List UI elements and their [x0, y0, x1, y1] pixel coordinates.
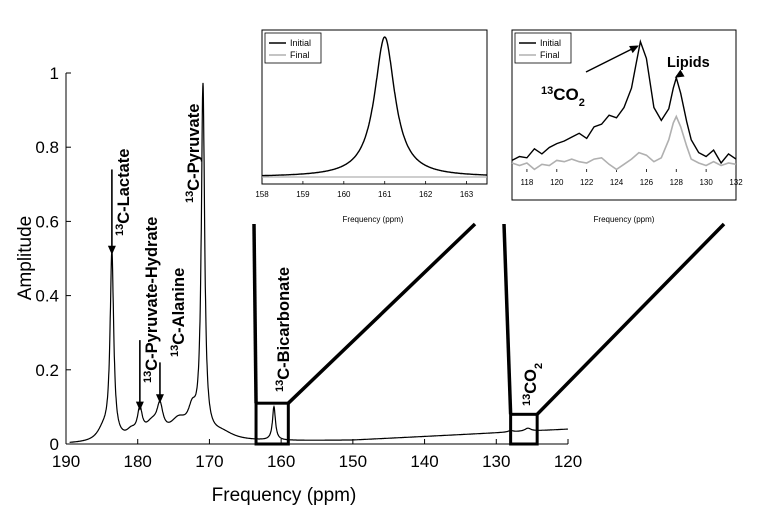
arrow-co2-inset-label-shaft — [585, 47, 634, 73]
inset-co2-arrows — [585, 45, 685, 78]
inset-co2-legend-initial: Initial — [540, 38, 561, 48]
main-x-tick-label: 140 — [410, 452, 438, 471]
main-y-tick-label: 0.2 — [35, 361, 59, 380]
label-lactate: 13C-Lactate — [114, 149, 133, 236]
inset-x-tick-label: 132 — [729, 178, 743, 187]
label-alanine: 13C-Alanine — [169, 268, 188, 357]
inset-bicarbonate-legend: Initial Final — [264, 32, 322, 64]
inset-x-tick-label: 120 — [550, 178, 564, 187]
zoom-connector-co2-left — [502, 223, 513, 415]
arrow-lipids-head — [674, 69, 685, 78]
inset-x-tick-label: 159 — [296, 190, 310, 199]
label-co2: 13CO2 — [521, 363, 545, 406]
main-x-tick-label: 120 — [554, 452, 582, 471]
main-x-tick-label: 190 — [52, 452, 80, 471]
inset-bicarbonate-legend-final: Final — [290, 50, 310, 60]
main-x-label: Frequency (ppm) — [212, 485, 357, 506]
inset-bicarbonate-legend-initial: Initial — [290, 38, 311, 48]
arrow-co2-inset-label-head — [629, 45, 639, 54]
inset-co2: 118 120 122 124 126 128 130 132 Frequency (ppm)… — [511, 29, 743, 224]
inset-co2-x-ticks: 118 120 122 124 126 128 130 132 — [521, 169, 743, 187]
inset-x-tick-label: 162 — [419, 190, 433, 199]
zoom-connector-co2-right — [535, 222, 726, 416]
inset-x-tick-label: 128 — [670, 178, 684, 187]
arrow-alanine-head — [155, 394, 164, 404]
inset-x-tick-label: 160 — [337, 190, 351, 199]
label-bicarbonate: 13C-Bicarbonate — [274, 267, 293, 392]
label-pyruvate: 13C-Pyruvate — [184, 104, 203, 203]
main-y-tick-label: 1 — [50, 64, 59, 83]
label-pyruvate-hydrate: 13C-Pyruvate-Hydrate — [142, 217, 161, 383]
main-x-tick-label: 160 — [267, 452, 295, 471]
inset-bicarbonate-x-ticks: 158 159 160 161 162 163 — [255, 181, 474, 199]
inset-x-tick-label: 158 — [255, 190, 269, 199]
arrow-lactate-head — [107, 245, 116, 255]
main-y-tick-label: 0.8 — [35, 138, 59, 157]
main-y-tick-label: 0 — [50, 435, 59, 454]
main-y-tick-label: 0.4 — [35, 287, 59, 306]
main-x-tick-label: 170 — [195, 452, 223, 471]
main-spectrum-line — [69, 82, 568, 443]
arrow-pyruvate-hydrate-head — [135, 401, 144, 411]
inset-co2-final-line — [511, 114, 737, 171]
inset-co2-label: 13CO2 — [541, 85, 585, 109]
inset-co2-legend-final: Final — [540, 50, 560, 60]
zoom-box-co2 — [509, 412, 539, 446]
inset-x-tick-label: 163 — [460, 190, 474, 199]
main-x-tick-label: 180 — [124, 452, 152, 471]
main-y-label: Amplitude — [15, 216, 36, 301]
inset-bicarbonate: 158 159 160 161 162 163 Frequency (ppm) Initi… — [255, 29, 488, 224]
main-y-ticks: 0 0.2 0.4 0.6 0.8 1 — [35, 64, 71, 454]
inset-x-tick-label: 126 — [640, 178, 654, 187]
inset-bicarbonate-x-label: Frequency (ppm) — [343, 215, 404, 224]
inset-bicarbonate-legend-box — [264, 32, 322, 64]
inset-x-tick-label: 161 — [378, 190, 392, 199]
inset-co2-initial-line — [511, 38, 737, 165]
main-x-tick-label: 150 — [339, 452, 367, 471]
inset-bicarbonate-initial-line — [262, 36, 487, 177]
inset-x-tick-label: 130 — [699, 178, 713, 187]
main-peak-arrows — [107, 169, 164, 411]
inset-x-tick-label: 124 — [610, 178, 624, 187]
zoom-box-bicarbonate — [254, 401, 290, 446]
main-plot: 00.20.40.60.81 190 180 170 160 150 140 130 120 … — [15, 64, 726, 506]
inset-co2-legend-box — [514, 32, 572, 64]
main-y-tick-label: 0.6 — [35, 212, 59, 231]
main-x-tick-label: 130 — [482, 452, 510, 471]
inset-co2-legend: Initial Final — [514, 32, 572, 64]
inset-x-tick-label: 118 — [521, 178, 534, 187]
inset-lipids-label: Lipids — [667, 55, 710, 71]
inset-co2-x-label: Frequency (ppm) — [594, 215, 655, 224]
inset-x-tick-label: 122 — [580, 178, 594, 187]
main-x-ticks: 190 180 170 160 150 140 130 120 — [52, 439, 582, 471]
zoom-connector-bicarbonate-right — [287, 222, 477, 405]
zoom-connector-bicarbonate-left — [252, 223, 258, 404]
